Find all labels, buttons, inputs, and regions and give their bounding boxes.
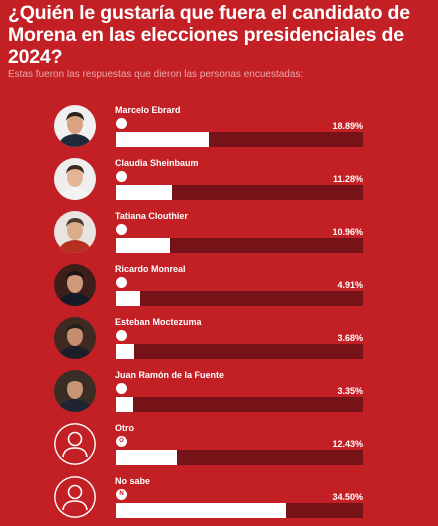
bar [116,132,210,147]
bar-row: Juan Ramón de la Fuente 3.35% [0,370,438,420]
bar-track [116,450,363,465]
bar-row: Ricardo Monreal 4.91% [0,264,438,314]
person-photo-icon [54,317,96,359]
bar-row: Claudia Sheinbaum 11.28% [0,158,438,208]
bar [116,238,171,253]
party-badge [116,171,127,182]
value-label: 4.91% [337,280,363,290]
chart-subtitle: Estas fueron las respuestas que dieron l… [8,69,304,80]
bar [116,344,135,359]
party-badge: N [116,489,127,500]
bar-track [116,185,363,200]
bar-track [116,344,363,359]
bar-track [116,291,363,306]
bar-row: Tatiana Clouthier 10.96% [0,211,438,261]
party-badge: O [116,436,127,447]
category-label: Claudia Sheinbaum [115,158,199,168]
value-label: 3.68% [337,333,363,343]
party-badge [116,383,127,394]
person-photo-icon [54,211,96,253]
person-photo-icon [54,264,96,306]
category-label: Ricardo Monreal [115,264,186,274]
chart-title: ¿Quién le gustaría que fuera el candidat… [8,2,410,68]
party-badge [116,277,127,288]
bar-row: Otro O 12.43% [0,423,438,473]
bar-row: Esteban Moctezuma 3.68% [0,317,438,367]
category-label: Juan Ramón de la Fuente [115,370,225,380]
bar [116,397,133,412]
value-label: 34.50% [332,492,363,502]
value-label: 10.96% [332,227,363,237]
category-label: Tatiana Clouthier [115,211,188,221]
bar-track [116,397,363,412]
bar [116,291,141,306]
value-label: 3.35% [337,386,363,396]
person-photo-icon [54,370,96,412]
party-badge [116,330,127,341]
generic-person-icon [54,476,96,518]
category-label: Marcelo Ebrard [115,105,181,115]
category-label: Otro [115,423,134,433]
value-label: 12.43% [332,439,363,449]
bar-row: No sabe N 34.50% [0,476,438,526]
bar-track [116,238,363,253]
category-label: No sabe [115,476,151,486]
generic-person-icon [54,423,96,465]
bar [116,185,172,200]
category-label: Esteban Moctezuma [115,317,202,327]
value-label: 18.89% [332,121,363,131]
value-label: 11.28% [332,174,363,184]
bar-track [116,132,363,147]
bar-row: Marcelo Ebrard 18.89% [0,105,438,155]
party-badge [116,118,127,129]
party-badge [116,224,127,235]
bar [116,450,178,465]
bar-track [116,503,363,518]
bar [116,503,287,518]
person-photo-icon [54,105,96,147]
person-photo-icon [54,158,96,200]
